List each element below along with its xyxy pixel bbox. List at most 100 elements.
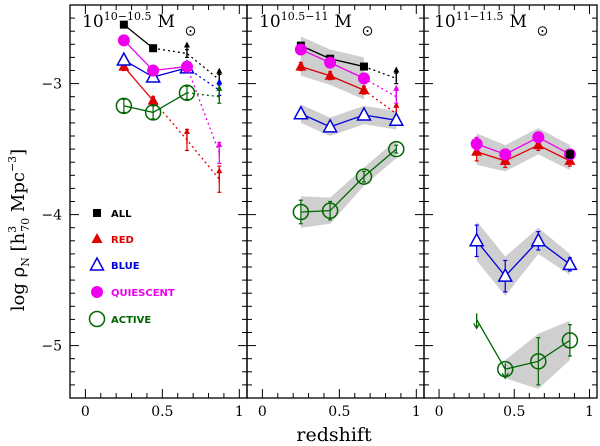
data-point xyxy=(116,51,132,66)
upper-limit-line xyxy=(476,319,506,370)
legend-item-red: RED xyxy=(91,233,134,246)
series-line xyxy=(123,24,154,49)
panel-frame xyxy=(423,4,598,399)
legend-label: BLUE xyxy=(111,261,140,272)
data-point xyxy=(147,64,160,77)
axis-labels: redshift log ρN [h370 Mpc−3] xyxy=(6,149,372,446)
series-extrapolation xyxy=(363,65,397,79)
panel-frames: 0 0.5 1−3−4−50 0.5 1 0 0.5 1 xyxy=(41,4,598,420)
data-point xyxy=(324,56,337,69)
legend-marker xyxy=(91,233,103,243)
data-point xyxy=(530,232,547,247)
series-active-panel-3 xyxy=(473,313,579,386)
data-point xyxy=(388,140,405,158)
data-point xyxy=(321,202,339,219)
legend-label: ALL xyxy=(111,209,132,220)
panel-3: 0 0.5 1 xyxy=(423,4,598,420)
sun-symbol xyxy=(185,26,196,36)
data-point xyxy=(295,60,307,71)
series-line xyxy=(476,239,571,278)
lower-limit-arrow-head xyxy=(216,78,223,85)
data-point xyxy=(180,60,193,73)
sun-symbol xyxy=(362,26,373,36)
data-point xyxy=(324,69,336,80)
x-tick-label: 0.5 xyxy=(151,404,173,420)
series-blue-panel-1 xyxy=(116,51,223,96)
series-line xyxy=(300,148,397,213)
lower-limit-arrow-head xyxy=(183,41,190,48)
series-line xyxy=(123,66,154,102)
data-point xyxy=(532,131,545,144)
panel-1: 0 0.5 1 −3 −4 −5 xyxy=(41,4,248,420)
data-point xyxy=(294,43,307,56)
upper-limit-arrow-head xyxy=(501,372,509,380)
svg-text:log ρN [h370 Mpc−3]: log ρN [h370 Mpc−3] xyxy=(6,149,32,311)
data-point xyxy=(388,111,405,127)
series-extrapolation xyxy=(363,77,397,98)
series-quiescent-panel-2 xyxy=(294,43,400,104)
data-point xyxy=(115,97,133,115)
panel-title: 1011−11.5 M xyxy=(434,10,548,36)
band-active xyxy=(505,320,570,389)
lower-limit-arrow-head xyxy=(216,84,223,91)
sun-symbol-dot xyxy=(541,30,544,32)
lower-limit-arrow-head xyxy=(183,127,190,134)
data-point xyxy=(530,353,547,370)
lower-limit-arrow-head xyxy=(393,66,400,73)
band-blue xyxy=(476,221,570,296)
series-line xyxy=(300,113,397,128)
panel-frame xyxy=(69,4,248,399)
data-point xyxy=(359,62,368,71)
data-point xyxy=(565,150,574,159)
series-active-panel-1 xyxy=(115,84,223,121)
lower-limit-arrow-head xyxy=(216,167,223,174)
y-tick-label: −4 xyxy=(41,208,62,224)
data-point xyxy=(358,84,370,95)
legend-item-quiescent: QUIESCENT xyxy=(91,286,175,299)
data-point xyxy=(561,332,579,349)
data-point xyxy=(144,104,162,121)
data-point xyxy=(562,255,578,271)
data-point xyxy=(532,139,544,150)
data-point xyxy=(178,84,196,102)
data-point xyxy=(355,168,373,185)
x-tick-label: 0 xyxy=(258,404,267,420)
panel-2: 0 0.5 1 xyxy=(246,4,425,420)
legend-marker xyxy=(91,286,103,298)
lower-limit-arrow-head xyxy=(216,67,223,74)
uncertainty-bands xyxy=(300,36,570,389)
sun-symbol-dot xyxy=(189,30,192,32)
data-point xyxy=(147,94,159,105)
data-point xyxy=(496,360,514,378)
x-tick-label: 1 xyxy=(235,404,244,420)
data-point xyxy=(117,34,130,47)
y-tick-label: −5 xyxy=(41,339,62,355)
series-blue-panel-2 xyxy=(293,105,405,133)
series-all-panel-3 xyxy=(565,149,574,159)
legend-marker xyxy=(89,256,105,271)
band-active xyxy=(300,139,397,228)
x-tick-label: 0 xyxy=(435,404,444,420)
panel-titles: 1010−10.5 M 1010.5−11 M 1011−11.5 M xyxy=(82,10,548,36)
series-red-panel-1 xyxy=(118,60,223,193)
legend-label: RED xyxy=(111,235,134,246)
series-extrapolation xyxy=(186,92,220,98)
series-active-panel-2 xyxy=(292,140,405,225)
panel-title: 1010−10.5 M xyxy=(82,10,196,36)
panel-title-text: 1010−10.5 M xyxy=(82,10,175,32)
x-tick-label: 0 xyxy=(81,404,90,420)
upper-limit-arrow-head xyxy=(473,323,481,330)
x-tick-label: 0.5 xyxy=(328,404,350,420)
series-all-panel-1 xyxy=(119,20,223,86)
legend: ALL RED BLUE QUIESCENT ACTIVE xyxy=(88,209,175,328)
x-tick-label: 1 xyxy=(412,404,421,420)
legend-marker xyxy=(88,310,106,328)
panel-title-text: 1011−11.5 M xyxy=(434,10,527,32)
legend-label: QUIESCENT xyxy=(111,288,175,299)
series-extrapolation xyxy=(186,66,220,154)
data-point xyxy=(293,105,309,120)
data-point xyxy=(470,137,483,150)
lower-limit-arrow-head xyxy=(393,101,400,108)
legend-marker xyxy=(93,209,101,217)
